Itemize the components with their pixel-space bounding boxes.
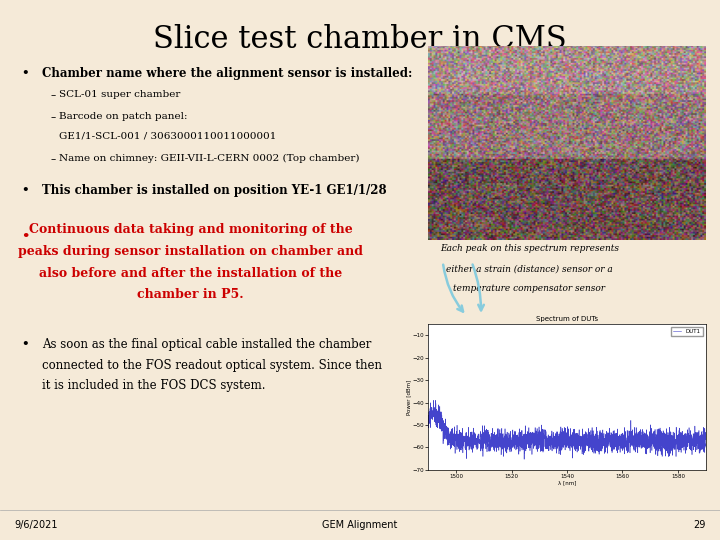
Text: it is included in the FOS DCS system.: it is included in the FOS DCS system.	[42, 380, 265, 393]
Text: peaks during sensor installation on chamber and: peaks during sensor installation on cham…	[18, 245, 364, 258]
Text: –: –	[50, 90, 55, 100]
Text: Slice test chamber in CMS: Slice test chamber in CMS	[153, 24, 567, 55]
Text: –: –	[50, 154, 55, 164]
Text: also before and after the installation of the: also before and after the installation o…	[39, 267, 343, 280]
Text: 9/6/2021: 9/6/2021	[14, 520, 58, 530]
Text: Barcode on patch panel:: Barcode on patch panel:	[59, 112, 187, 120]
Text: Continuous data taking and monitoring of the: Continuous data taking and monitoring of…	[29, 224, 353, 237]
Text: This chamber is installed on position YE-1 GE1/1/28: This chamber is installed on position YE…	[42, 185, 387, 198]
Text: chamber in P5.: chamber in P5.	[138, 288, 244, 301]
Legend: DUT1: DUT1	[670, 327, 703, 336]
Text: 29: 29	[693, 520, 706, 530]
Text: GE1/1-SCL-001 / 3063000110011000001: GE1/1-SCL-001 / 3063000110011000001	[59, 131, 276, 140]
Text: SCL-01 super chamber: SCL-01 super chamber	[59, 90, 181, 99]
Text: either a strain (distance) sensor or a: either a strain (distance) sensor or a	[446, 264, 613, 273]
Text: •: •	[22, 339, 30, 352]
Text: Chamber name where the alignment sensor is installed:: Chamber name where the alignment sensor …	[42, 68, 412, 80]
Y-axis label: Power [dBm]: Power [dBm]	[406, 379, 411, 415]
Text: As soon as the final optical cable installed the chamber: As soon as the final optical cable insta…	[42, 339, 371, 352]
Text: connected to the FOS readout optical system. Since then: connected to the FOS readout optical sys…	[42, 359, 382, 372]
Text: GEM Alignment: GEM Alignment	[323, 520, 397, 530]
Text: •: •	[22, 68, 30, 80]
Text: temperature compensator sensor: temperature compensator sensor	[453, 284, 606, 293]
Text: •: •	[22, 185, 30, 198]
Text: –: –	[50, 112, 55, 122]
Title: Spectrum of DUTs: Spectrum of DUTs	[536, 316, 598, 322]
Text: •: •	[22, 230, 30, 242]
Text: Each peak on this spectrum represents: Each peak on this spectrum represents	[440, 244, 618, 253]
Text: Name on chimney: GEII-VII-L-CERN 0002 (Top chamber): Name on chimney: GEII-VII-L-CERN 0002 (T…	[59, 154, 359, 163]
X-axis label: λ [nm]: λ [nm]	[558, 481, 576, 485]
